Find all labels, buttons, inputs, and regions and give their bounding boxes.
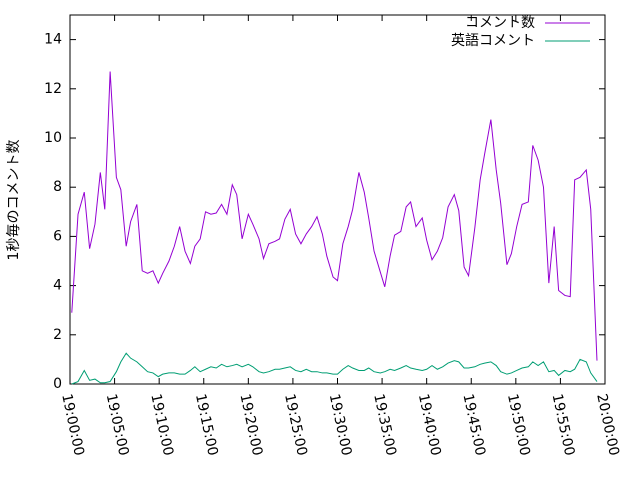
- y-tick-label: 10: [44, 130, 62, 146]
- legend-label: コメント数: [465, 15, 535, 31]
- y-tick-label: 4: [53, 278, 62, 294]
- y-tick-label: 6: [53, 228, 62, 244]
- x-tick-label: 19:05:00: [103, 392, 132, 457]
- y-tick-label: 12: [44, 81, 62, 97]
- y-tick-label: 14: [44, 32, 62, 48]
- series-line: [71, 352, 598, 385]
- x-tick-label: 19:00:00: [58, 392, 87, 457]
- y-tick-label: 8: [53, 179, 62, 195]
- x-tick-label: 19:40:00: [415, 392, 444, 457]
- y-tick-label: 2: [53, 327, 62, 343]
- y-axis-label: 1秒毎のコメント数: [6, 140, 22, 261]
- x-tick-label: 19:10:00: [147, 392, 176, 457]
- x-tick-label: 19:15:00: [192, 392, 221, 457]
- legend-label: 英語コメント: [451, 32, 535, 49]
- x-tick-label: 19:25:00: [281, 392, 310, 457]
- x-tick-label: 19:50:00: [504, 392, 533, 457]
- x-tick-label: 20:00:00: [593, 392, 622, 457]
- series-line: [71, 71, 598, 361]
- x-tick-label: 19:20:00: [237, 392, 266, 457]
- plot-frame: [69, 14, 606, 385]
- x-tick-label: 19:55:00: [549, 392, 578, 457]
- y-tick-label: 0: [53, 376, 62, 392]
- x-tick-label: 19:30:00: [326, 392, 355, 457]
- x-tick-label: 19:35:00: [370, 392, 399, 457]
- x-tick-label: 19:45:00: [459, 392, 488, 457]
